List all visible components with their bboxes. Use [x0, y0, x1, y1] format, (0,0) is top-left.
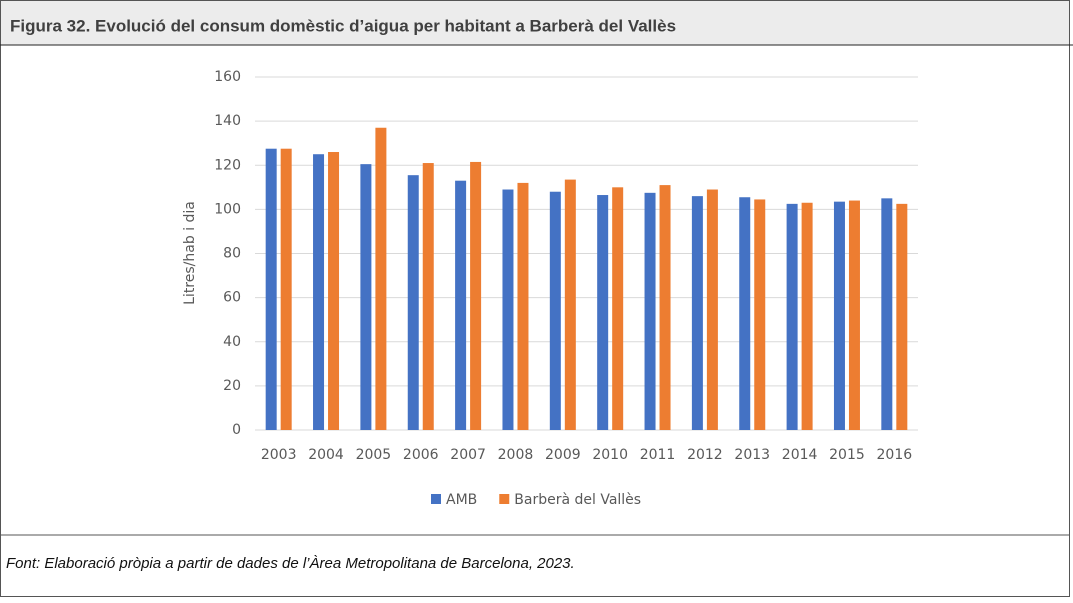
- bar: [549, 191, 561, 430]
- x-tick-label: 2003: [261, 447, 297, 463]
- bar: [422, 163, 434, 430]
- x-tick-label: 2005: [356, 447, 392, 463]
- bar: [612, 187, 624, 430]
- x-tick-label: 2014: [782, 447, 818, 463]
- bar: [313, 154, 325, 430]
- y-tick-label: 160: [214, 69, 241, 85]
- bar: [659, 185, 671, 430]
- chart-title: Figura 32. Evolució del consum domèstic …: [10, 16, 676, 35]
- bar: [896, 203, 908, 430]
- legend-swatch: [499, 494, 510, 504]
- y-tick-label: 20: [223, 378, 241, 394]
- x-tick-label: 2010: [592, 447, 628, 463]
- bar: [470, 161, 482, 431]
- x-tick-label: 2009: [545, 447, 581, 463]
- y-tick-label: 40: [223, 334, 241, 350]
- bar: [706, 189, 718, 430]
- y-tick-label: 60: [223, 290, 241, 306]
- bar: [407, 175, 419, 430]
- bar: [280, 148, 292, 430]
- bar: [360, 164, 372, 430]
- x-tick-label: 2008: [498, 447, 534, 463]
- bar: [375, 127, 387, 431]
- title-bar: [1, 1, 1069, 45]
- bar: [739, 197, 751, 430]
- x-tick-label: 2012: [687, 447, 723, 463]
- legend-swatch: [431, 494, 441, 504]
- bar: [328, 152, 340, 430]
- y-tick-label: 100: [214, 201, 241, 217]
- bar: [754, 199, 766, 430]
- bar: [265, 148, 277, 430]
- x-tick-label: 2013: [734, 447, 770, 463]
- bar: [455, 180, 467, 430]
- x-tick-label: 2016: [877, 447, 913, 463]
- x-tick-label: 2007: [450, 447, 486, 463]
- x-tick-label: 2015: [829, 447, 865, 463]
- bar: [502, 189, 514, 430]
- x-tick-label: 2011: [640, 447, 676, 463]
- source: Font: Elaboració pròpia a partir de dade…: [6, 555, 575, 572]
- y-tick-label: 80: [223, 246, 241, 262]
- x-tick-label: 2006: [403, 447, 439, 463]
- x-tick-label: 2004: [308, 447, 344, 463]
- bar: [848, 200, 860, 430]
- bar: [833, 201, 845, 430]
- y-tick-label: 120: [214, 157, 241, 173]
- bar: [881, 198, 893, 430]
- legend-label: Barberà del Vallès: [514, 492, 641, 508]
- legend-label: AMB: [446, 492, 477, 508]
- bar: [564, 179, 576, 430]
- bar: [517, 182, 529, 430]
- y-tick-label: 0: [232, 422, 241, 438]
- y-tick-label: 140: [214, 113, 241, 129]
- bar: [644, 192, 656, 430]
- bar: [801, 202, 813, 430]
- bar: [691, 196, 703, 430]
- y-axis-label: Litres/hab i dia: [182, 201, 198, 305]
- bar: [597, 195, 609, 430]
- bar: [786, 203, 798, 430]
